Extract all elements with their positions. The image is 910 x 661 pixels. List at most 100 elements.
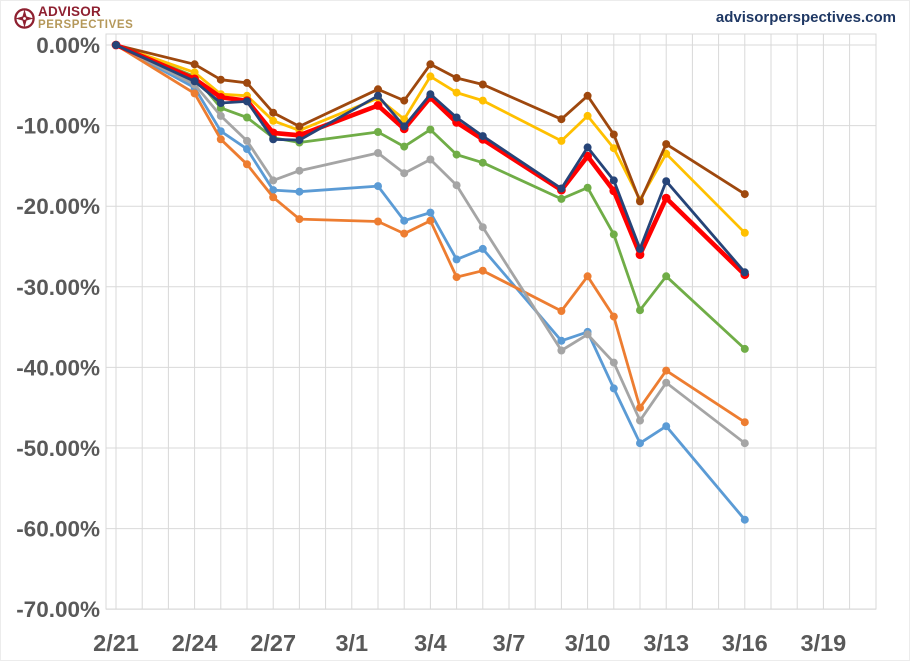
data-point-dark-blue [452,113,461,122]
data-point-gold [740,228,749,237]
data-point-light-blue [269,186,278,195]
data-point-light-blue [426,208,435,217]
data-point-dark-brown [374,85,382,94]
data-point-orange [216,135,225,144]
data-point-dark-brown [478,80,487,89]
data-point-gold [426,72,435,81]
x-axis-tick-label: 2/21 [93,630,139,656]
data-point-red [635,250,645,259]
y-axis-tick-label: -60.00% [16,517,100,542]
data-point-dark-blue [295,136,304,145]
data-point-light-blue [478,244,487,253]
x-axis-tick-label: 3/4 [414,630,447,656]
data-point-orange [190,89,199,98]
data-point-dark-blue [636,244,644,253]
data-point-dark-brown [609,130,618,139]
data-point-green [636,306,644,315]
data-point-gray [374,149,382,157]
data-point-dark-blue [740,268,749,277]
data-point-dark-brown [583,91,592,100]
data-point-light-blue [400,216,409,225]
data-point-dark-blue [557,184,566,193]
data-point-green [740,344,749,353]
advisor-perspectives-logo: ADVISOR PERSPECTIVES [14,5,133,31]
data-point-dark-blue [478,132,487,141]
data-point-green [426,125,435,134]
data-point-gray [609,358,618,367]
y-axis-tick-label: -70.00% [16,597,100,622]
y-axis-tick-label: -20.00% [16,194,100,219]
data-point-orange [662,366,671,375]
data-point-orange [243,160,251,169]
data-point-gold [478,96,487,105]
data-point-red [583,151,592,161]
data-point-green [609,230,618,239]
x-axis-tick-label: 2/27 [250,630,296,656]
data-point-dark-blue [583,143,592,152]
data-point-green [400,142,409,151]
data-point-red [661,193,671,203]
data-point-gold [269,116,278,125]
data-point-dark-brown [740,190,749,199]
data-point-dark-blue [374,91,382,100]
logo-line-advisor: ADVISOR [38,4,101,19]
data-point-dark-blue [112,41,120,49]
data-point-orange [269,193,278,202]
data-point-light-blue [609,384,618,393]
data-point-gold [190,68,199,77]
data-point-orange [295,215,304,224]
logo-text: ADVISOR PERSPECTIVES [38,5,133,31]
data-point-gray [636,416,644,425]
data-point-light-blue [557,336,566,345]
data-point-gray [740,439,749,448]
x-axis-tick-label: 3/1 [335,630,368,656]
data-point-gray [243,136,251,145]
data-point-dark-blue [243,97,251,106]
x-axis-tick-label: 2/24 [172,630,218,656]
data-point-gray [216,111,225,120]
data-point-dark-brown [426,60,435,69]
data-point-dark-blue [400,122,409,131]
data-point-red [373,101,383,110]
data-point-green [374,128,382,136]
x-axis-tick-label: 3/10 [565,630,611,656]
data-point-gray [662,378,671,387]
data-point-dark-blue [269,135,278,144]
site-url-text: advisorperspectives.com [715,9,896,26]
data-point-light-blue [295,187,304,196]
data-point-orange [374,217,382,226]
data-point-gold [557,136,566,145]
plot-area-border [105,33,877,610]
y-axis-tick-label: -30.00% [16,275,100,300]
x-axis-tick-label: 3/19 [801,630,847,656]
data-point-dark-brown [216,75,225,84]
data-point-gray [557,346,566,355]
data-point-dark-blue [609,176,618,185]
data-point-dark-blue [190,77,199,86]
data-point-dark-brown [269,108,278,117]
data-point-dark-brown [295,122,304,131]
data-point-gray [478,223,487,232]
data-point-light-blue [636,439,644,448]
data-point-gold [583,111,592,120]
data-point-dark-blue [662,177,671,186]
data-point-light-blue [662,422,671,431]
data-point-light-blue [243,145,251,153]
data-point-green [662,272,671,281]
y-axis-tick-label: -10.00% [16,114,100,139]
data-point-green [557,194,566,203]
data-point-gray [295,166,304,175]
data-point-dark-brown [190,60,199,69]
data-point-light-blue [740,515,749,524]
data-point-gray [452,181,461,190]
data-point-orange [426,216,435,225]
data-point-dark-blue [426,90,435,99]
y-axis-tick-label: -50.00% [16,436,100,461]
data-point-dark-brown [243,78,251,87]
data-point-dark-blue [216,99,225,107]
data-point-gray [583,330,592,339]
data-point-dark-brown [636,197,644,206]
data-point-gray [400,169,409,178]
data-point-dark-brown [452,74,461,82]
